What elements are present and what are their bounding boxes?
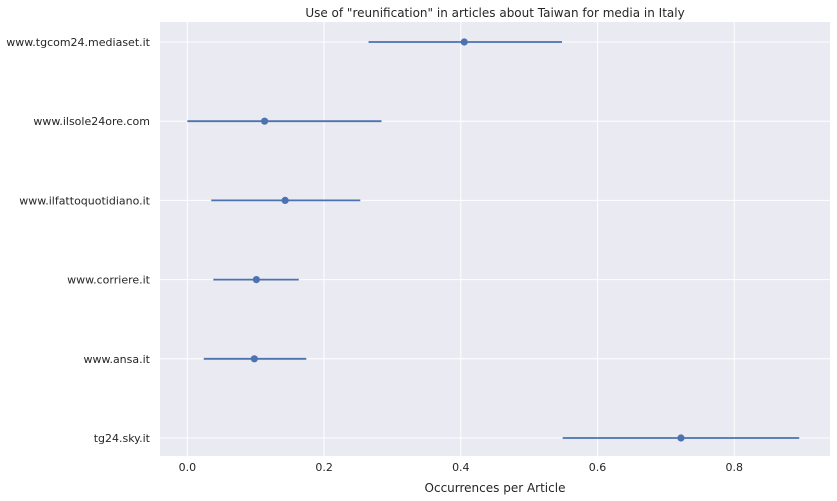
category-labels: www.tgcom24.mediaset.it www.ilsole24ore.c…: [6, 36, 150, 445]
x-tick-label: 0.8: [726, 461, 744, 474]
category-label: www.corriere.it: [67, 274, 151, 287]
x-tick-label: 0.4: [452, 461, 470, 474]
plot-background: [160, 22, 830, 456]
data-point: [677, 434, 685, 442]
x-tick-labels: 0.0 0.2 0.4 0.6 0.8: [179, 461, 743, 474]
data-point: [252, 276, 260, 284]
category-label: tg24.sky.it: [94, 432, 151, 445]
data-point: [250, 355, 258, 363]
category-label: www.ansa.it: [83, 353, 150, 366]
category-label: www.ilfattoquotidiano.it: [19, 194, 150, 207]
data-point: [261, 117, 269, 125]
x-tick-label: 0.6: [589, 461, 607, 474]
x-axis-label: Occurrences per Article: [425, 481, 566, 495]
data-point: [281, 196, 289, 204]
x-tick-label: 0.0: [179, 461, 197, 474]
data-marks: [187, 38, 800, 442]
data-point: [460, 38, 468, 46]
x-tick-label: 0.2: [315, 461, 333, 474]
category-label: www.tgcom24.mediaset.it: [6, 36, 150, 49]
chart-title: Use of "reunification" in articles about…: [305, 6, 684, 20]
category-label: www.ilsole24ore.com: [33, 115, 150, 128]
